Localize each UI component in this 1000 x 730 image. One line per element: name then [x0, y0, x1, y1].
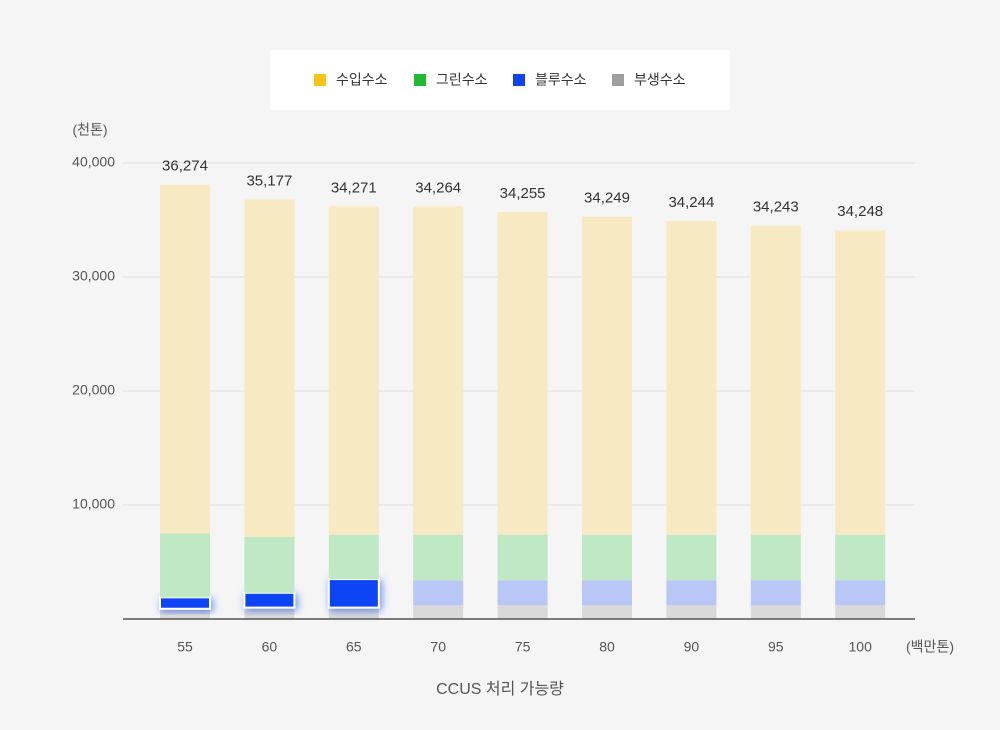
bar-segment [413, 580, 464, 606]
bar-segment [750, 225, 801, 535]
x-tick-label: 80 [599, 639, 615, 655]
bar-segment [750, 605, 801, 619]
bar-segment [666, 605, 717, 619]
legend-label: 수입수소 [336, 72, 388, 88]
y-unit: (천톤) [72, 122, 107, 138]
bar-segment [244, 199, 295, 537]
total-label: 34,248 [837, 203, 883, 220]
bar-segment [413, 206, 464, 535]
bar-segment [243, 591, 296, 609]
total-label: 34,244 [668, 194, 714, 211]
x-unit: (백만톤) [906, 639, 954, 655]
bar-segment [327, 578, 380, 609]
x-tick-label: 70 [430, 639, 446, 655]
bar-segment [582, 580, 632, 606]
bar-segment [835, 605, 886, 619]
x-axis-title: CCUS 처리 가능량 [436, 680, 564, 698]
bar-segment [666, 580, 717, 606]
bar-segment [328, 534, 379, 580]
legend-label: 블루수소 [535, 72, 587, 88]
bar-segment [160, 533, 210, 598]
y-tick-label: 20,000 [72, 382, 115, 398]
x-tick-label: 60 [262, 639, 278, 655]
bar-segment [497, 212, 548, 535]
total-label: 34,255 [500, 185, 546, 202]
bar-segment [835, 230, 886, 535]
legend-label: 그린수소 [436, 72, 488, 88]
bar-segment [328, 607, 379, 619]
bar-segment [582, 605, 632, 619]
x-tick-label: 75 [515, 639, 531, 655]
x-tick-label: 65 [346, 639, 362, 655]
y-tick-label: 30,000 [72, 268, 115, 284]
total-label: 34,264 [415, 179, 461, 196]
total-label: 34,243 [753, 199, 799, 216]
y-tick-label: 10,000 [72, 496, 115, 512]
legend-label: 부생수소 [634, 72, 686, 88]
legend-swatch [314, 74, 326, 86]
bar-segment [835, 534, 886, 581]
legend-box [270, 50, 730, 110]
total-label: 35,177 [246, 172, 292, 189]
x-tick-label: 55 [177, 639, 193, 655]
bar-segment [413, 605, 464, 619]
bar-segment [497, 580, 548, 606]
bar-segment [244, 536, 295, 593]
bar-segment [750, 580, 801, 606]
total-label: 36,274 [162, 158, 208, 175]
bar-segment [666, 221, 717, 535]
bar-segment [582, 216, 632, 535]
bar-segment [497, 534, 548, 581]
bar-segment [160, 608, 210, 619]
bar-segment [159, 596, 211, 610]
x-tick-label: 95 [768, 639, 784, 655]
bar-segment [835, 580, 886, 606]
y-tick-label: 40,000 [72, 154, 115, 170]
legend-swatch [414, 74, 426, 86]
bar-segment [328, 206, 379, 535]
total-label: 34,249 [584, 190, 630, 207]
bar-segment [582, 534, 632, 581]
x-tick-label: 100 [849, 639, 873, 655]
legend-swatch [513, 74, 525, 86]
x-tick-label: 90 [684, 639, 700, 655]
bar-segment [666, 534, 717, 581]
bar-segment [750, 534, 801, 581]
bar-segment [497, 605, 548, 619]
bar-segment [413, 534, 464, 581]
bar-segment [160, 184, 210, 534]
total-label: 34,271 [331, 179, 377, 196]
bar-segment [244, 607, 295, 619]
legend-swatch [612, 74, 624, 86]
